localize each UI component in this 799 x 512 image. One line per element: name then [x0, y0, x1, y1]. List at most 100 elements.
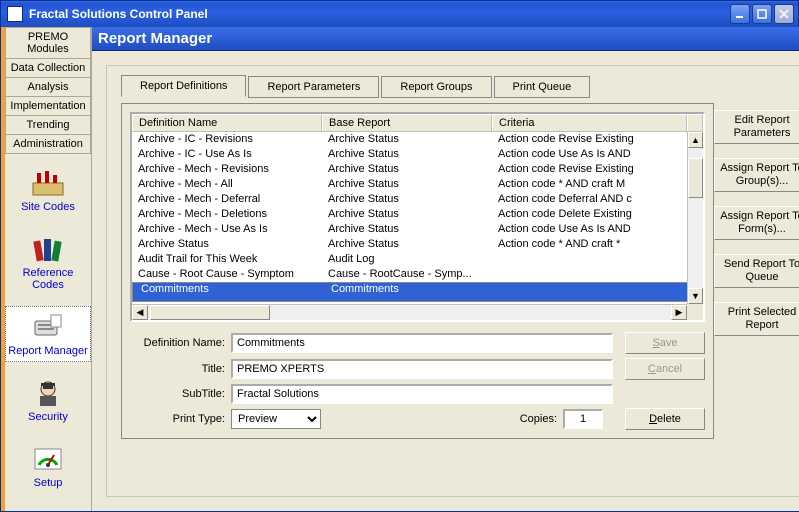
main-area: Report Manager Report DefinitionsReport … — [92, 27, 799, 511]
hscroll-thumb[interactable] — [150, 305, 270, 320]
sidebar-icon-item[interactable]: Site Codes — [5, 162, 91, 218]
title-field[interactable] — [231, 359, 613, 379]
tab[interactable]: Report Parameters — [248, 76, 379, 98]
sidebar-icon — [30, 233, 66, 265]
subtitle-field[interactable] — [231, 384, 613, 404]
vscroll-track[interactable] — [688, 148, 703, 288]
definition-form: Definition Name: Save Title: Cancel SubT… — [130, 332, 705, 430]
cancel-button: Cancel — [625, 358, 705, 380]
cell-definition-name: Cause - Root Cause - Symptom — [132, 267, 322, 282]
table-row[interactable]: Archive - Mech - DeferralArchive StatusA… — [132, 192, 703, 207]
cell-criteria — [492, 252, 703, 267]
sidebar-icon — [30, 443, 66, 475]
tab-bar: Report DefinitionsReport ParametersRepor… — [121, 75, 714, 97]
side-action-button[interactable]: Send Report To Queue — [714, 254, 799, 288]
sidebar-menu-item[interactable]: Analysis — [6, 78, 90, 97]
cell-definition-name: Archive - Mech - Deferral — [132, 192, 322, 207]
app-icon — [7, 6, 23, 22]
print-type-select[interactable]: Preview — [231, 409, 321, 429]
cell-base-report: Archive Status — [322, 162, 492, 177]
cell-criteria: Action code * AND craft M — [492, 177, 703, 192]
definition-name-field[interactable] — [231, 333, 613, 353]
col-base-report[interactable]: Base Report — [322, 114, 492, 131]
cell-criteria — [495, 283, 700, 301]
table-row[interactable]: Archive - Mech - Use As IsArchive Status… — [132, 222, 703, 237]
sidebar-icon-label: Security — [28, 411, 68, 423]
action-button-column: Edit Report Parameters Assign Report To G… — [714, 110, 799, 336]
app-window: Fractal Solutions Control Panel PREMO Mo… — [0, 0, 799, 512]
cell-criteria — [492, 267, 703, 282]
sidebar-icon-item[interactable]: Report Manager — [5, 306, 91, 362]
sidebar-menu-item[interactable]: Implementation — [6, 97, 90, 116]
cell-definition-name: Archive - IC - Revisions — [132, 132, 322, 147]
horizontal-scrollbar[interactable]: ◀ ▶ — [132, 304, 687, 320]
vscroll-thumb[interactable] — [688, 158, 703, 198]
cell-definition-name: Archive - Mech - Revisions — [132, 162, 322, 177]
table-row[interactable]: Archive StatusArchive StatusAction code … — [132, 237, 703, 252]
col-criteria[interactable]: Criteria — [492, 114, 687, 131]
side-action-button[interactable]: Assign Report To Group(s)... — [714, 158, 799, 192]
cell-base-report: Archive Status — [322, 177, 492, 192]
label-title: Title: — [130, 363, 225, 375]
table-row[interactable]: Archive - Mech - AllArchive StatusAction… — [132, 177, 703, 192]
sidebar-icon-item[interactable]: Reference Codes — [5, 228, 91, 296]
col-scroll-spacer — [687, 114, 703, 131]
col-definition-name[interactable]: Definition Name — [132, 114, 322, 131]
table-body[interactable]: Archive - IC - RevisionsArchive StatusAc… — [132, 132, 703, 320]
table-row[interactable]: Cause - Root Cause - SymptomCause - Root… — [132, 267, 703, 282]
cell-criteria: Action code Revise Existing — [492, 162, 703, 177]
cell-base-report: Commitments — [325, 283, 495, 301]
scroll-left-icon[interactable]: ◀ — [132, 305, 148, 320]
sidebar-menu-item[interactable]: Data Collection — [6, 59, 90, 78]
sidebar-icon-label: Report Manager — [8, 345, 88, 357]
definitions-table: Definition Name Base Report Criteria Arc… — [130, 112, 705, 322]
sidebar-menu-item[interactable]: Trending — [6, 116, 90, 135]
table-row[interactable]: Archive - IC - Use As IsArchive StatusAc… — [132, 147, 703, 162]
side-action-button[interactable]: Print Selected Report — [714, 302, 799, 336]
label-definition-name: Definition Name: — [130, 337, 225, 349]
label-print-type: Print Type: — [130, 413, 225, 425]
table-header: Definition Name Base Report Criteria — [132, 114, 703, 132]
sidebar-icon-label: Setup — [34, 477, 63, 489]
sidebar-menu-item[interactable]: Administration — [6, 135, 90, 153]
table-row[interactable]: Audit Trail for This WeekAudit Log — [132, 252, 703, 267]
page-header: Report Manager — [92, 27, 799, 51]
cell-criteria: Action code Deferral AND c — [492, 192, 703, 207]
hscroll-track[interactable] — [148, 305, 671, 320]
close-button — [774, 4, 794, 24]
cell-base-report: Archive Status — [322, 237, 492, 252]
cell-definition-name: Audit Trail for This Week — [132, 252, 322, 267]
cell-base-report: Cause - RootCause - Symp... — [322, 267, 492, 282]
cell-base-report: Archive Status — [322, 207, 492, 222]
tab[interactable]: Report Groups — [381, 76, 491, 98]
tab[interactable]: Report Definitions — [121, 75, 246, 97]
scroll-down-icon[interactable]: ▼ — [688, 288, 703, 304]
vertical-scrollbar[interactable]: ▲ ▼ — [687, 132, 703, 304]
table-row[interactable]: Archive - Mech - DeletionsArchive Status… — [132, 207, 703, 222]
sidebar-menu-item[interactable]: PREMO Modules — [6, 28, 90, 59]
cell-base-report: Archive Status — [322, 192, 492, 207]
scroll-up-icon[interactable]: ▲ — [688, 132, 703, 148]
tab[interactable]: Print Queue — [494, 76, 591, 98]
table-row[interactable]: CommitmentsCommitments — [132, 282, 703, 302]
table-row[interactable]: Archive - Mech - RevisionsArchive Status… — [132, 162, 703, 177]
sidebar-icon-item[interactable]: Setup — [5, 438, 91, 494]
tab-panel: Definition Name Base Report Criteria Arc… — [121, 103, 714, 439]
minimize-button[interactable] — [730, 4, 750, 24]
cell-base-report: Archive Status — [322, 132, 492, 147]
cell-base-report: Archive Status — [322, 222, 492, 237]
label-copies: Copies: — [497, 413, 557, 425]
delete-button[interactable]: Delete — [625, 408, 705, 430]
maximize-button[interactable] — [752, 4, 772, 24]
cell-criteria: Action code Use As Is AND — [492, 222, 703, 237]
cell-criteria: Action code Revise Existing — [492, 132, 703, 147]
copies-field[interactable] — [563, 409, 603, 429]
side-action-button[interactable]: Assign Report To Form(s)... — [714, 206, 799, 240]
table-row[interactable]: Archive - IC - RevisionsArchive StatusAc… — [132, 132, 703, 147]
sidebar-icon-item[interactable]: Security — [5, 372, 91, 428]
cell-definition-name: Archive - Mech - Deletions — [132, 207, 322, 222]
side-action-button[interactable]: Edit Report Parameters — [714, 110, 799, 144]
cell-definition-name: Archive - Mech - All — [132, 177, 322, 192]
scroll-right-icon[interactable]: ▶ — [671, 305, 687, 320]
sidebar-icon — [30, 167, 66, 199]
